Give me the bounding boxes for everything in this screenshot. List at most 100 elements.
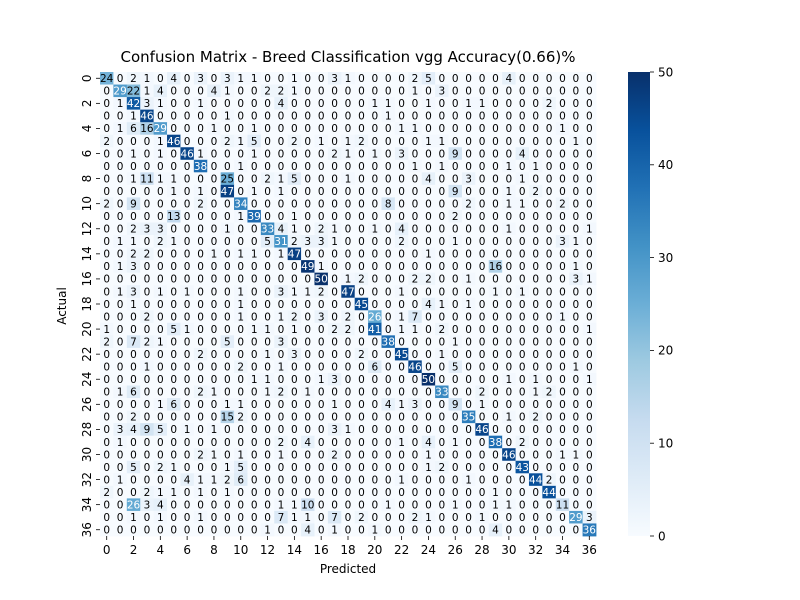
heatmap-cell: [126, 222, 141, 236]
cell-value: 0: [184, 73, 191, 85]
cell-value: 0: [211, 236, 218, 248]
heatmap-cell: [461, 172, 476, 186]
cell-value: 0: [573, 374, 580, 386]
cell-value: 1: [237, 399, 244, 411]
cell-value: 1: [532, 387, 539, 399]
heatmap-cell: [555, 235, 570, 248]
heatmap-cell: [394, 134, 409, 148]
cell-value: 1: [506, 161, 513, 173]
cell-value: 0: [251, 412, 258, 424]
heatmap-cell: [502, 285, 516, 299]
cell-value: 0: [157, 311, 164, 323]
cell-value: 0: [398, 198, 405, 210]
cell-value: 0: [465, 286, 472, 298]
heatmap-cell: [301, 297, 315, 311]
heatmap-cell: [354, 122, 369, 136]
heatmap-cell: [475, 97, 490, 111]
cell-value: 0: [345, 198, 352, 210]
heatmap-cell: [193, 97, 208, 111]
heatmap-cell: [555, 147, 570, 161]
cell-value: 0: [586, 198, 593, 210]
cell-value: 0: [586, 399, 593, 411]
heatmap-cell: [461, 72, 476, 85]
cell-value: 0: [573, 73, 580, 85]
heatmap-cell: [488, 310, 503, 324]
cell-value: 0: [506, 487, 513, 499]
heatmap-cell: [180, 297, 195, 311]
cell-value: 0: [144, 437, 151, 449]
cell-value: 1: [398, 123, 405, 135]
x-tick-label: 10: [233, 543, 248, 557]
cell-value: 0: [398, 186, 405, 198]
heatmap-cell: [461, 147, 476, 161]
cell-value: 0: [237, 173, 244, 185]
heatmap-cell: [180, 260, 195, 274]
heatmap-cell: [287, 147, 302, 161]
cell-value: 0: [546, 374, 553, 386]
cell-value: 0: [452, 311, 459, 323]
cell-value: 0: [479, 249, 486, 261]
cell-value: 0: [170, 86, 177, 98]
cell-value: 0: [559, 324, 566, 336]
cell-value: 1: [130, 512, 137, 524]
heatmap-cell: [247, 172, 262, 186]
cell-value: 0: [157, 73, 164, 85]
heatmap-cell: [408, 272, 423, 286]
cell-value: 0: [345, 487, 352, 499]
heatmap-cell: [435, 222, 449, 236]
heatmap-cell: [140, 247, 155, 261]
cell-value: 4: [385, 399, 392, 411]
cell-value: 1: [398, 437, 405, 449]
cell-value: 1: [425, 462, 432, 474]
cell-value: 1: [291, 86, 298, 98]
heatmap-cell: [528, 235, 543, 248]
cell-value: 0: [479, 261, 486, 273]
heatmap-cell: [274, 172, 289, 186]
cell-value: 0: [117, 249, 124, 261]
heatmap-cell: [126, 197, 141, 211]
heatmap-cell: [126, 147, 141, 161]
heatmap-cell: [126, 84, 141, 98]
cell-value: 0: [519, 474, 526, 486]
cell-value: 0: [358, 111, 365, 123]
cell-value: 0: [278, 111, 285, 123]
cell-value: 0: [211, 148, 218, 160]
heatmap-cell: [260, 222, 275, 236]
heatmap-cell: [167, 122, 181, 136]
cell-value: 0: [251, 86, 258, 98]
cell-value: 0: [197, 324, 204, 336]
heatmap-cell: [167, 247, 181, 261]
cell-value: 0: [264, 161, 271, 173]
cell-value: 0: [492, 123, 499, 135]
heatmap-cell: [140, 310, 155, 324]
heatmap-cell: [515, 184, 530, 198]
heatmap-cell: [448, 72, 463, 85]
cell-value: 24: [100, 73, 114, 85]
heatmap-cell: [381, 184, 396, 198]
cell-value: 0: [586, 462, 593, 474]
cell-value: 0: [345, 525, 352, 537]
cell-value: 0: [398, 449, 405, 461]
cell-value: 0: [144, 399, 151, 411]
cell-value: 0: [103, 161, 110, 173]
cell-value: 0: [559, 474, 566, 486]
heatmap-cell: [153, 222, 168, 236]
cell-value: 0: [586, 336, 593, 348]
cell-value: 0: [264, 474, 271, 486]
cell-value: 1: [264, 324, 271, 336]
heatmap-cell: [488, 260, 503, 274]
cell-value: 0: [532, 311, 539, 323]
cell-value: 0: [586, 211, 593, 223]
cell-value: 1: [398, 399, 405, 411]
cell-value: 0: [251, 311, 258, 323]
heatmap-cell: [569, 84, 583, 98]
cell-value: 0: [291, 198, 298, 210]
cell-value: 0: [412, 173, 419, 185]
x-tick-label: 30: [501, 543, 516, 557]
cell-value: 0: [586, 161, 593, 173]
heatmap-cell: [582, 222, 597, 236]
heatmap-cell: [260, 285, 275, 299]
cell-value: 0: [452, 387, 459, 399]
cell-value: 0: [278, 349, 285, 361]
heatmap-cell: [140, 97, 155, 111]
